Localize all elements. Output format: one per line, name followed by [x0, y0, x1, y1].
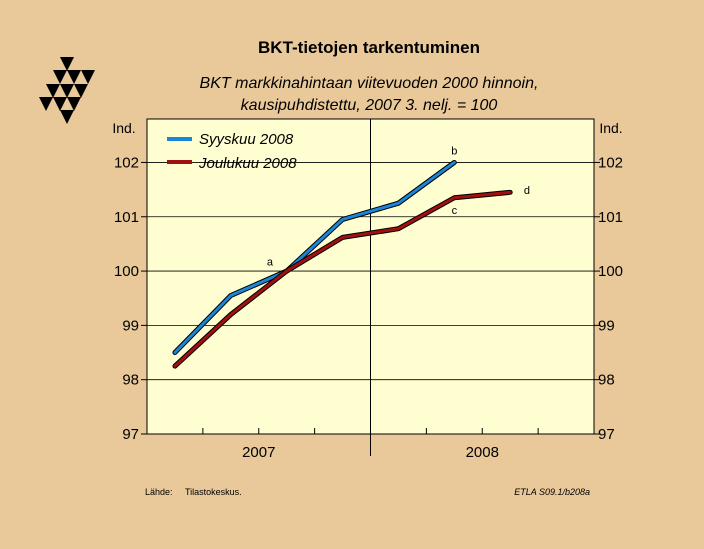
logo-triangle — [81, 70, 95, 84]
x-year-label: 2007 — [242, 444, 275, 461]
y-tick-label-left: 97 — [122, 426, 139, 443]
legend-label-syyskuu-2008: Syyskuu 2008 — [199, 131, 294, 148]
logo-triangle — [60, 110, 74, 124]
logo-triangle — [53, 97, 67, 111]
logo-triangle — [67, 97, 81, 111]
x-axis: 2007 2008 — [146, 428, 595, 461]
y-tick-label-left: 101 — [114, 209, 139, 226]
y-tick-label-left: 102 — [114, 154, 139, 171]
y-tick-label-right: 101 — [598, 209, 623, 226]
y-axis-right: 97 98 99 100 101 102 — [594, 154, 623, 443]
y-axis-right-unit-label: Ind. — [599, 120, 622, 136]
annotation-d: d — [524, 185, 530, 197]
series-line-joulukuu-2008 — [173, 190, 512, 368]
legend-label-joulukuu-2008: Joulukuu 2008 — [198, 155, 297, 172]
source-value: Tilastokeskus. — [185, 487, 242, 497]
series-line-syyskuu-2008 — [173, 160, 456, 355]
y-tick-label-left: 98 — [122, 372, 139, 389]
x-year-label: 2008 — [466, 444, 499, 461]
y-tick-label-right: 100 — [598, 263, 623, 280]
y-tick-label-right: 98 — [598, 372, 615, 389]
logo-triangle — [74, 84, 88, 98]
annotation-b: b — [451, 145, 457, 157]
chart-subtitle-line-1: BKT markkinahintaan viitevuoden 2000 hin… — [200, 75, 539, 92]
source-label: Lähde: — [145, 487, 173, 497]
y-axis-left: 97 98 99 100 101 102 — [114, 154, 147, 443]
logo-triangle — [67, 70, 81, 84]
logo-triangle — [39, 97, 53, 111]
y-axis-left-unit-label: Ind. — [112, 120, 135, 136]
y-tick-label-left: 100 — [114, 263, 139, 280]
logo-triangle — [53, 70, 67, 84]
logo-triangle — [46, 84, 60, 98]
etla-triangle-logo — [39, 57, 95, 124]
chart-code: ETLA S09.1/b208a — [514, 487, 590, 497]
chart-subtitle-line-2: kausipuhdistettu, 2007 3. nelj. = 100 — [241, 97, 498, 114]
logo-triangle — [60, 57, 74, 71]
annotation-c: c — [452, 205, 458, 217]
point-annotations: a b c d — [267, 145, 530, 268]
y-tick-label-left: 99 — [122, 317, 139, 334]
y-tick-label-right: 102 — [598, 154, 623, 171]
legend: Syyskuu 2008 Joulukuu 2008 — [167, 131, 297, 172]
y-tick-label-right: 97 — [598, 426, 615, 443]
series-lines — [172, 159, 513, 369]
y-tick-label-right: 99 — [598, 317, 615, 334]
logo-triangle — [60, 84, 74, 98]
chart-title: BKT-tietojen tarkentuminen — [258, 38, 480, 57]
annotation-a: a — [267, 257, 274, 269]
